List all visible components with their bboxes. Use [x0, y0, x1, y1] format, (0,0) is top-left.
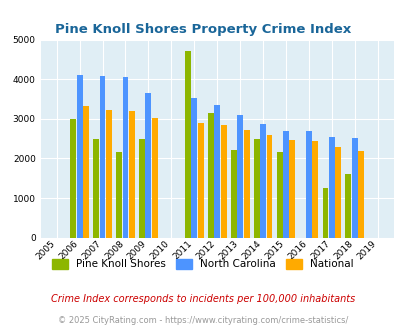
Bar	[289, 140, 295, 238]
Bar	[260, 124, 265, 238]
Bar	[266, 135, 272, 238]
Bar	[197, 123, 203, 238]
Bar	[230, 150, 236, 238]
Bar	[335, 147, 341, 238]
Bar	[305, 131, 311, 238]
Bar	[276, 152, 282, 238]
Bar	[322, 188, 328, 238]
Bar	[253, 139, 259, 238]
Bar	[122, 77, 128, 238]
Bar	[129, 111, 134, 238]
Text: Pine Knoll Shores Property Crime Index: Pine Knoll Shores Property Crime Index	[55, 23, 350, 36]
Bar	[207, 113, 213, 238]
Bar	[184, 51, 190, 238]
Bar	[214, 105, 220, 238]
Bar	[106, 110, 112, 238]
Bar	[358, 151, 363, 238]
Bar	[145, 93, 151, 238]
Bar	[70, 119, 76, 238]
Text: © 2025 CityRating.com - https://www.cityrating.com/crime-statistics/: © 2025 CityRating.com - https://www.city…	[58, 316, 347, 325]
Bar	[237, 115, 243, 238]
Bar	[93, 139, 99, 238]
Bar	[83, 106, 89, 238]
Bar	[282, 131, 288, 238]
Bar	[312, 141, 318, 238]
Legend: Pine Knoll Shores, North Carolina, National: Pine Knoll Shores, North Carolina, Natio…	[48, 255, 357, 274]
Bar	[99, 76, 105, 238]
Bar	[243, 130, 249, 238]
Bar	[77, 75, 82, 238]
Bar	[328, 137, 334, 238]
Bar	[345, 174, 350, 238]
Bar	[116, 152, 121, 238]
Bar	[191, 98, 197, 238]
Bar	[139, 139, 145, 238]
Bar	[220, 125, 226, 238]
Text: Crime Index corresponds to incidents per 100,000 inhabitants: Crime Index corresponds to incidents per…	[51, 294, 354, 304]
Bar	[151, 118, 158, 238]
Bar	[351, 138, 357, 238]
